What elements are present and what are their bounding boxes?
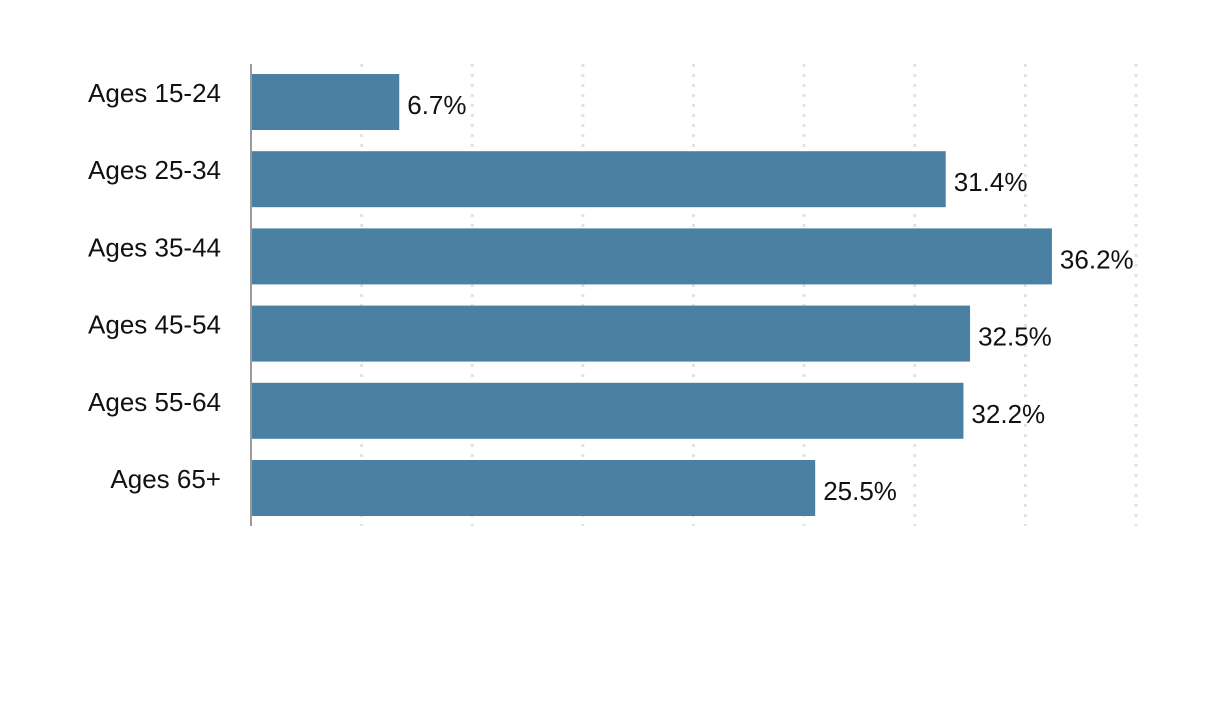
- value-labels: 6.7% 31.4% 36.2% 32.5% 32.2% 25.5%: [407, 90, 1133, 506]
- category-labels: Ages 15-24 Ages 25-34 Ages 35-44 Ages 45-54…: [88, 78, 221, 494]
- bar-4: [252, 305, 971, 362]
- bar-1: [252, 74, 400, 130]
- bars: [252, 74, 1052, 516]
- category-label-5: Ages 55-64: [88, 387, 221, 417]
- bar-2: [252, 151, 946, 208]
- gridlines: [360, 64, 1138, 526]
- bar-6: [252, 460, 816, 516]
- value-label-1: 6.7%: [407, 90, 466, 120]
- value-label-4: 32.5%: [978, 322, 1052, 352]
- category-label-6: Ages 65+: [110, 464, 221, 494]
- category-label-2: Ages 25-34: [88, 155, 221, 185]
- value-label-6: 25.5%: [823, 476, 897, 506]
- category-label-4: Ages 45-54: [88, 310, 221, 340]
- bar-3: [252, 228, 1052, 285]
- category-label-1: Ages 15-24: [88, 78, 221, 108]
- bar-5: [252, 382, 964, 439]
- value-label-3: 36.2%: [1060, 244, 1134, 274]
- value-label-2: 31.4%: [954, 167, 1028, 197]
- value-label-5: 32.2%: [971, 399, 1045, 429]
- category-label-3: Ages 35-44: [88, 232, 221, 262]
